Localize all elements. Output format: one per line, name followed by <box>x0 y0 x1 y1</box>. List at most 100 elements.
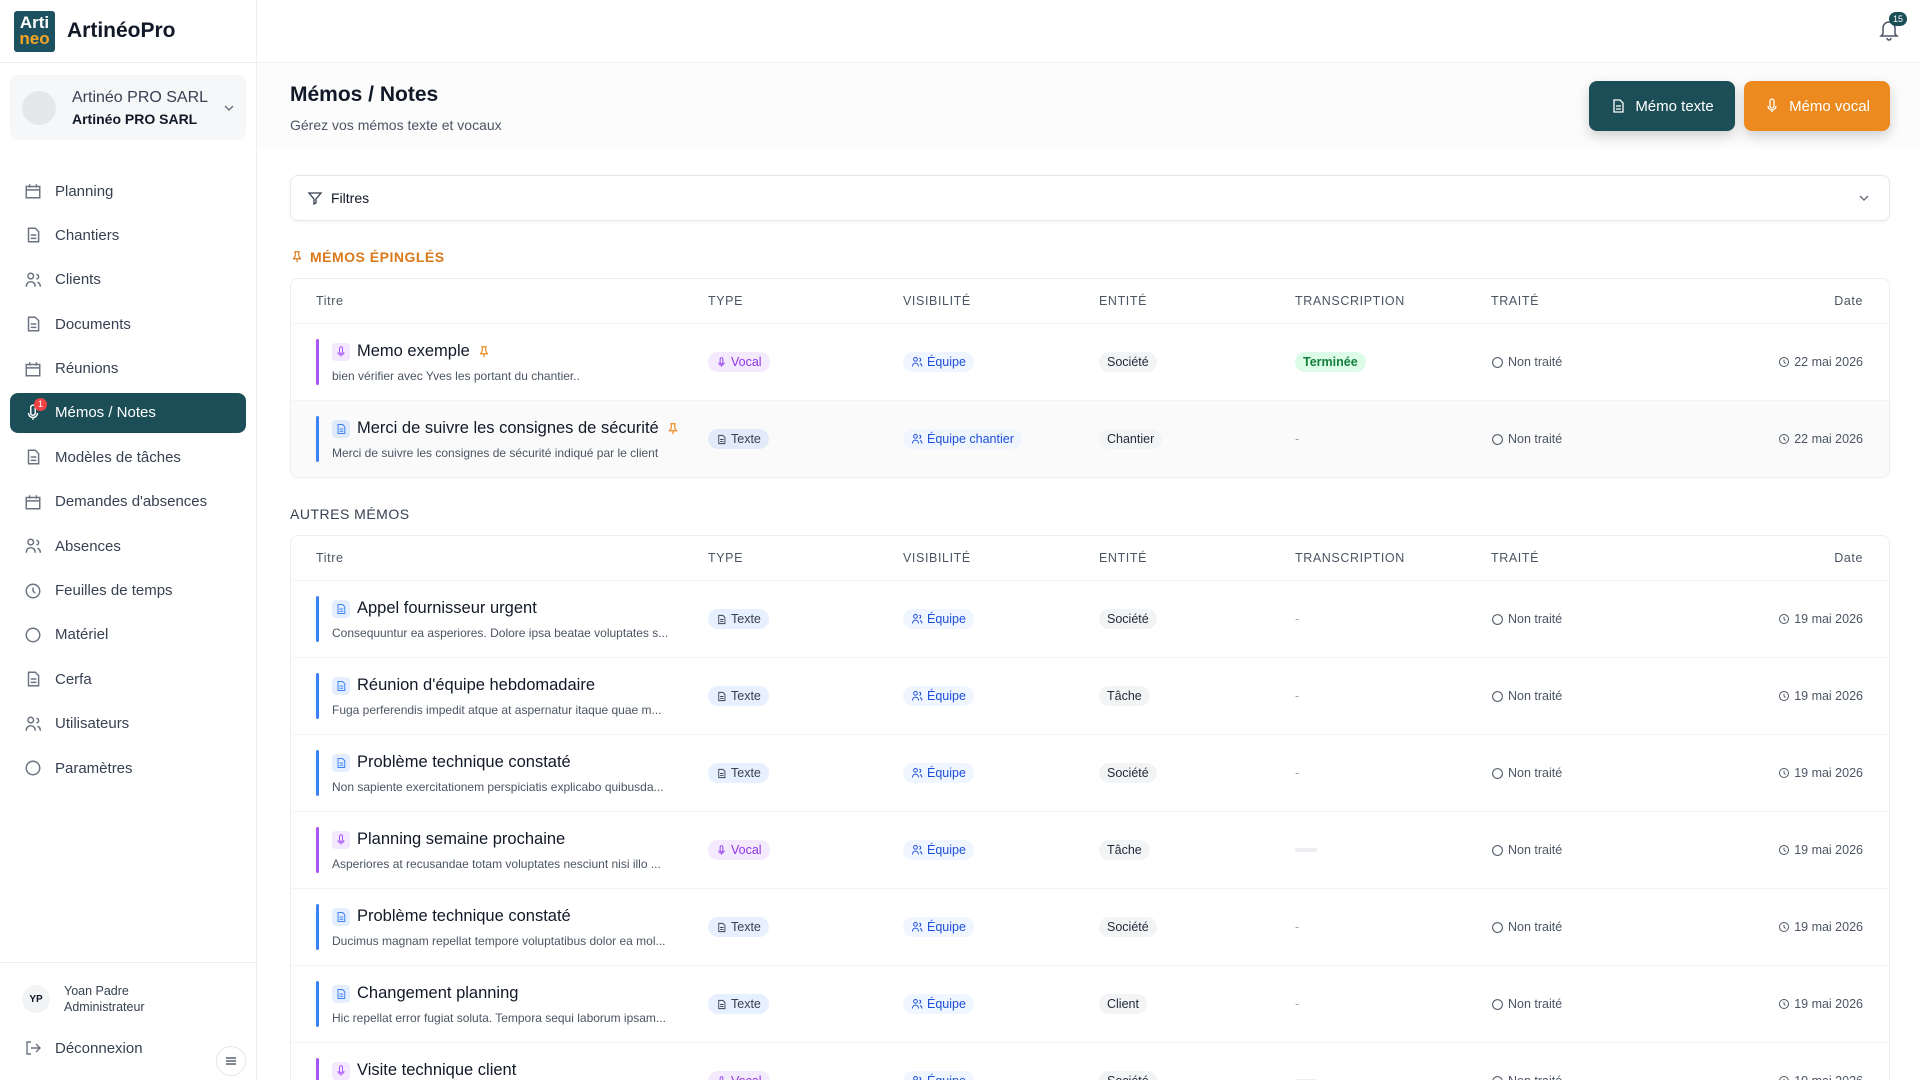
title-text: Problème technique constaté Non sapiente … <box>332 750 664 796</box>
memo-row[interactable]: Memo exemple bien vérifier avec Yves les … <box>291 323 1889 400</box>
entity-pill: Société <box>1099 352 1157 372</box>
icon-path <box>912 922 923 932</box>
icon <box>1492 844 1503 856</box>
memo-description: Ducimus magnam repellat tempore voluptat… <box>332 934 666 948</box>
icon <box>1779 922 1790 932</box>
icon <box>337 680 346 691</box>
nav-item[interactable]: Cerfa <box>10 659 246 699</box>
title-text: Problème technique constaté Ducimus magna… <box>332 904 666 950</box>
icon <box>718 768 726 778</box>
icon-path <box>27 449 40 465</box>
icon-path <box>337 833 345 844</box>
table-header: Titre TYPE VISIBILITÉ ENTITÉ TRANSCRIPTION TR… <box>291 536 1889 580</box>
nav-item[interactable]: Paramètres <box>10 748 246 788</box>
nav-item[interactable]: Utilisateurs <box>10 704 246 744</box>
icon <box>1779 614 1790 624</box>
icon-path <box>25 361 41 377</box>
icon <box>1492 1075 1503 1080</box>
icon <box>718 614 726 624</box>
column-header: TYPE <box>708 551 744 565</box>
company-text: Artinéo PRO SARL Artinéo PRO SARL <box>72 89 208 127</box>
notifications[interactable]: 15 <box>1878 12 1908 47</box>
section-title: AUTRES MÉMOS <box>290 506 1890 522</box>
date: 19 mai 2026 <box>1778 612 1863 626</box>
title-cell: Merci de suivre les consignes de sécurit… <box>316 416 708 462</box>
memo-row[interactable]: Réunion d'équipe hebdomadaire Fuga perfer… <box>291 657 1889 734</box>
nav-item[interactable]: Demandes d'absences <box>10 482 246 522</box>
icon-path <box>912 768 923 778</box>
icon-path <box>718 844 725 855</box>
filters[interactable]: Filtres <box>290 175 1890 221</box>
transcription-text: - <box>1295 766 1300 780</box>
column-header: VISIBILITÉ <box>903 294 971 308</box>
icon <box>718 691 726 701</box>
nav-label: Paramètres <box>55 759 133 777</box>
chevron-path <box>1859 195 1869 202</box>
date-text: 19 mai 2026 <box>1794 920 1863 934</box>
nav-item[interactable]: Clients <box>10 260 246 300</box>
icon-path <box>27 671 40 687</box>
nav-item[interactable]: Réunions <box>10 349 246 389</box>
icon <box>27 316 40 332</box>
icon <box>912 922 923 932</box>
company-switcher[interactable]: Artinéo PRO SARL Artinéo PRO SARL <box>10 75 246 140</box>
memo-description: Consequuntur ea asperiores. Dolore ipsa … <box>332 626 669 640</box>
nav-item[interactable]: 1 Mémos / Notes <box>10 392 246 433</box>
logo-text: neo <box>19 29 50 48</box>
column-header: TRAITÉ <box>1491 551 1540 565</box>
memo-row[interactable]: Changement planning Hic repellat error fu… <box>291 965 1889 1042</box>
column-header: Titre <box>316 294 344 308</box>
icon-path <box>912 614 923 624</box>
icon <box>337 757 346 768</box>
company-avatar <box>22 90 56 125</box>
button[interactable]: Mémo vocal <box>1744 81 1890 131</box>
nav-item[interactable]: Planning <box>10 171 246 211</box>
nav-item[interactable]: Matériel <box>10 615 246 655</box>
visibility-pill: Équipe chantier <box>903 429 1022 449</box>
visibility-text: Équipe <box>927 997 966 1011</box>
icon <box>25 538 42 553</box>
collapse-button[interactable] <box>216 1046 246 1076</box>
memo-row[interactable]: Merci de suivre les consignes de sécurit… <box>291 400 1889 477</box>
transcription-pill: Terminée <box>1295 352 1366 372</box>
nav-item[interactable]: Modèles de tâches <box>10 437 246 477</box>
memo-row[interactable]: Planning semaine prochaine Asperiores at … <box>291 811 1889 888</box>
icon-path <box>1779 357 1790 367</box>
nav-item[interactable]: Absences <box>10 526 246 566</box>
icon-path <box>1492 613 1503 625</box>
icon <box>25 272 42 287</box>
table: Titre TYPE VISIBILITÉ ENTITÉ TRANSCRIPTION TR… <box>290 278 1890 478</box>
date-text: 19 mai 2026 <box>1794 689 1863 703</box>
nav-item[interactable]: Feuilles de temps <box>10 571 246 611</box>
button[interactable]: Mémo texte <box>1589 81 1735 131</box>
memo-row[interactable]: Visite technique client Vocal Équipe Sociét… <box>291 1042 1889 1080</box>
type-bar <box>316 827 319 873</box>
date-text: 19 mai 2026 <box>1794 612 1863 626</box>
icon <box>1492 433 1503 445</box>
title-text: Merci de suivre les consignes de sécurit… <box>332 416 680 462</box>
date: 19 mai 2026 <box>1778 997 1863 1011</box>
type-text: Texte <box>731 689 761 703</box>
nav-item[interactable]: Documents <box>10 304 246 344</box>
icon <box>25 627 41 643</box>
logo-area: Arti neo ArtinéoPro <box>0 0 256 63</box>
status-text: Non traité <box>1508 920 1563 934</box>
title-text: Changement planning Hic repellat error fu… <box>332 981 666 1027</box>
memo-row[interactable]: Appel fournisseur urgent Consequuntur ea … <box>291 580 1889 657</box>
icon-path <box>1492 844 1503 856</box>
visibility-text: Équipe chantier <box>927 432 1014 446</box>
status-text: Non traité <box>1508 432 1563 446</box>
memo-row[interactable]: Problème technique constaté Ducimus magna… <box>291 888 1889 965</box>
memo-title: Appel fournisseur urgent <box>332 599 668 618</box>
icon <box>25 494 41 510</box>
icon <box>1492 767 1503 779</box>
icon-path <box>292 251 302 263</box>
brand: ArtinéoPro <box>67 19 176 42</box>
memo-row[interactable]: Problème technique constaté Non sapiente … <box>291 734 1889 811</box>
icon <box>1779 845 1790 855</box>
logout[interactable]: Déconnexion <box>0 1039 256 1076</box>
memo-title: Problème technique constaté <box>332 907 666 926</box>
icon <box>718 999 726 1009</box>
nav-item[interactable]: Chantiers <box>10 215 246 255</box>
chevron <box>224 104 234 111</box>
